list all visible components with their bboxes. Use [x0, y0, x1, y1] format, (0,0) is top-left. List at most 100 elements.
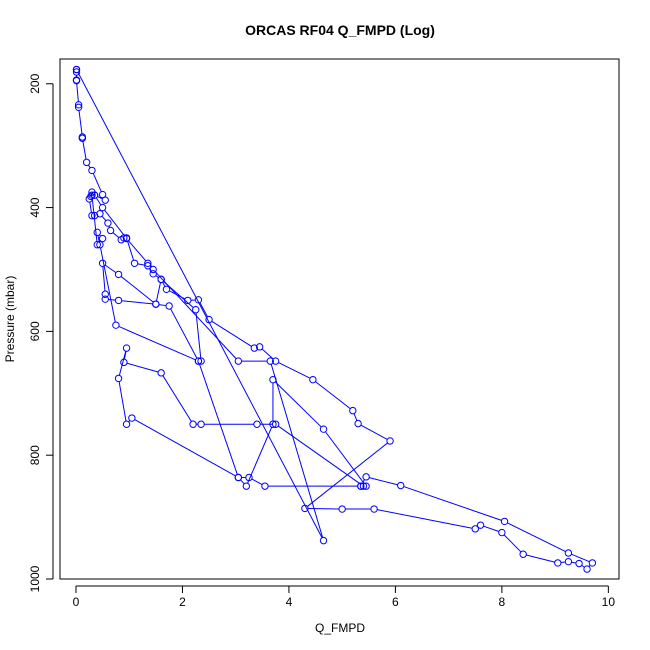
- series-0-point-98: [122, 234, 131, 243]
- series-0-point-28: [162, 285, 171, 293]
- series-0-segment-18: [101, 215, 107, 221]
- series-0-segment-37: [360, 424, 388, 440]
- series-0-point-18: [96, 210, 104, 218]
- series-0-point-59: [197, 420, 205, 428]
- series-0-segment-90: [100, 247, 116, 323]
- series-0-segment-87: [158, 304, 167, 307]
- x-tick-label-1: 2: [179, 595, 186, 609]
- series-0-point-83: [98, 259, 107, 267]
- series-0-point-94: [93, 241, 101, 249]
- series-0-point-39: [301, 504, 309, 513]
- series-0-point-31: [205, 315, 213, 324]
- series-0-segment-5: [78, 110, 83, 134]
- series-0-segment-74: [247, 426, 273, 484]
- series-0-segment-20: [112, 232, 120, 239]
- series-0-point-61: [157, 369, 165, 377]
- series-0-point-44: [498, 528, 506, 537]
- series-0-point-101: [234, 357, 243, 365]
- series-0-segment-91: [97, 235, 100, 242]
- series-0-point-64: [114, 374, 123, 383]
- x-tick-label-4: 8: [499, 595, 506, 609]
- series-0-point-20: [106, 226, 115, 235]
- y-tick-label-1: 400: [28, 197, 42, 217]
- series-0-point-53: [397, 481, 405, 490]
- series-0-segment-85: [108, 298, 116, 301]
- series-0-segment-36: [353, 413, 358, 421]
- series-0-point-78: [197, 357, 205, 365]
- series-0-point-16: [88, 211, 96, 220]
- series-0-point-29: [184, 296, 192, 305]
- series-0-point-85: [101, 295, 109, 303]
- x-tick-label-3: 6: [392, 595, 399, 609]
- series-0-point-96: [90, 191, 99, 199]
- series-0-segment-9: [92, 173, 102, 192]
- series-0-segment-76: [198, 363, 238, 475]
- series-0-point-38: [386, 437, 394, 445]
- series-0-point-52: [500, 517, 509, 526]
- series-0-point-24: [130, 259, 139, 267]
- series-0-segment-44: [503, 534, 522, 553]
- x-axis: 0 2 4 6 8 10: [73, 585, 616, 609]
- series-0-point-63: [122, 344, 131, 352]
- series-0-point-79: [192, 306, 200, 314]
- series-0-point-11: [101, 196, 109, 204]
- series-0-point-51: [564, 549, 573, 557]
- series-0-segment-52: [403, 486, 502, 521]
- series-0-segment-94: [91, 198, 98, 242]
- series-0-segment-86: [121, 300, 153, 305]
- series-0-point-91: [96, 241, 104, 249]
- series-0-segment-24: [137, 263, 145, 266]
- series-0-point-99: [144, 259, 152, 267]
- series-0-segment-82: [104, 264, 117, 274]
- series-0-segment-100: [154, 271, 237, 360]
- series-0-point-56: [359, 482, 368, 490]
- series-0-segment-23: [127, 240, 135, 261]
- y-tick-label-0: 200: [28, 73, 42, 93]
- series-0-point-60: [189, 420, 197, 428]
- series-0-segment-75: [240, 479, 245, 485]
- series-0-point-40: [338, 505, 346, 513]
- series-0-point-9: [88, 166, 96, 175]
- series-0-point-93: [98, 234, 107, 243]
- series-0-segment-78: [195, 312, 202, 358]
- x-tick-label-5: 10: [602, 595, 616, 609]
- y-tick-label-2: 600: [28, 321, 42, 341]
- plot-frame: [59, 58, 620, 580]
- series-0-segment-30: [199, 302, 208, 318]
- series-0-point-76: [234, 473, 243, 482]
- y-axis: 200 400 600 800 1000: [28, 73, 54, 592]
- series-0-point-36: [349, 406, 357, 415]
- series-0-point-4: [74, 101, 83, 109]
- series-0-segment-53: [369, 477, 398, 486]
- series-0-point-22: [120, 234, 128, 242]
- series-0-point-97: [98, 203, 107, 212]
- series-0-point-1: [72, 68, 81, 76]
- series-0-segment-56: [277, 425, 362, 485]
- series-0-segment-11: [97, 196, 103, 200]
- series-0-segment-45: [526, 554, 555, 563]
- series-0-segment-15: [89, 201, 92, 213]
- series-0-point-66: [128, 414, 136, 422]
- series-0-point-19: [104, 219, 112, 227]
- chart-title: ORCAS RF04 Q_FMPD (Log): [245, 22, 435, 38]
- series-0-point-3: [72, 76, 81, 85]
- series-0-segment-41: [377, 509, 473, 529]
- series-0-point-46: [554, 559, 562, 567]
- series-0-point-58: [253, 420, 261, 428]
- series-0-point-88: [165, 302, 173, 310]
- series-0-point-68: [245, 473, 253, 482]
- series-0-segment-81: [120, 276, 154, 303]
- series-0-segment-27: [162, 281, 166, 287]
- series-0-point-48: [575, 559, 583, 568]
- series-0-point-62: [120, 358, 128, 367]
- series-0-point-47: [564, 557, 573, 566]
- series-0-point-90: [112, 321, 120, 329]
- series-0-point-35: [309, 375, 317, 384]
- series-0-point-54: [362, 473, 370, 481]
- series-0-segment-7: [82, 141, 87, 160]
- x-axis-label: Q_FMPD: [315, 621, 365, 635]
- series-0-point-8: [82, 158, 91, 167]
- series-0-point-45: [519, 550, 527, 558]
- series-0-point-92: [93, 228, 101, 237]
- series-0-segment-34: [278, 362, 311, 379]
